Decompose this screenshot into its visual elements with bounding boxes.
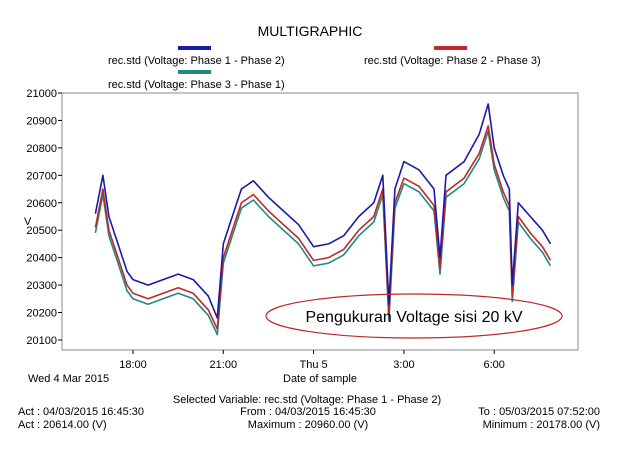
y-tick-label: 20900 (26, 115, 57, 127)
annotation-text: Pengukuran Voltage sisi 20 kV (305, 309, 522, 326)
maximum-value: Maximum : 20960.00 (V) (248, 419, 368, 431)
legend-label-2: rec.std (Voltage: Phase 2 - Phase 3) (364, 55, 541, 67)
x-tick-label: Thu 5 (300, 359, 328, 371)
to-time: To : 05/03/2015 07:52:00 (478, 406, 600, 418)
x-tick-label: 6:00 (483, 359, 504, 371)
minimum-value: Minimum : 20178.00 (V) (483, 419, 600, 431)
annotation-ellipse (265, 293, 563, 339)
legend-label-1: rec.std (Voltage: Phase 1 - Phase 2) (108, 55, 285, 67)
chart-title: MULTIGRAPHIC (258, 23, 363, 39)
legend-swatch-1 (178, 46, 211, 50)
y-tick-label: 20400 (26, 253, 57, 265)
act-time: Act : 04/03/2015 16:45:30 (18, 406, 144, 418)
y-tick-label: 20100 (26, 335, 57, 347)
y-tick-label: 20300 (26, 280, 57, 292)
x-tick-label: 18:00 (119, 359, 147, 371)
x-axis-label: Date of sample (283, 373, 357, 385)
legend-label-3: rec.std (Voltage: Phase 3 - Phase 1) (108, 79, 285, 91)
act-value: Act : 20614.00 (V) (18, 419, 107, 431)
y-tick-label: 21000 (26, 88, 57, 100)
x-tick-label: 3:00 (393, 359, 414, 371)
x-tick-label: 21:00 (210, 359, 238, 371)
y-tick-label: 20500 (26, 225, 57, 237)
date-label: Wed 4 Mar 2015 (28, 373, 109, 385)
selected-variable: Selected Variable: rec.std (Voltage: Pha… (173, 394, 441, 406)
from-time: From : 04/03/2015 16:45:30 (240, 406, 376, 418)
y-tick-label: 20800 (26, 143, 57, 155)
series-line-1 (94, 103, 552, 319)
legend-swatch-2 (434, 46, 467, 50)
y-tick-label: 20200 (26, 308, 57, 320)
y-tick-label: 20600 (26, 198, 57, 210)
legend-swatch-3 (178, 70, 211, 74)
series-line-3 (94, 130, 552, 336)
y-tick-label: 20700 (26, 170, 57, 182)
y-axis-label: V (24, 216, 32, 228)
series-line-2 (94, 125, 552, 330)
